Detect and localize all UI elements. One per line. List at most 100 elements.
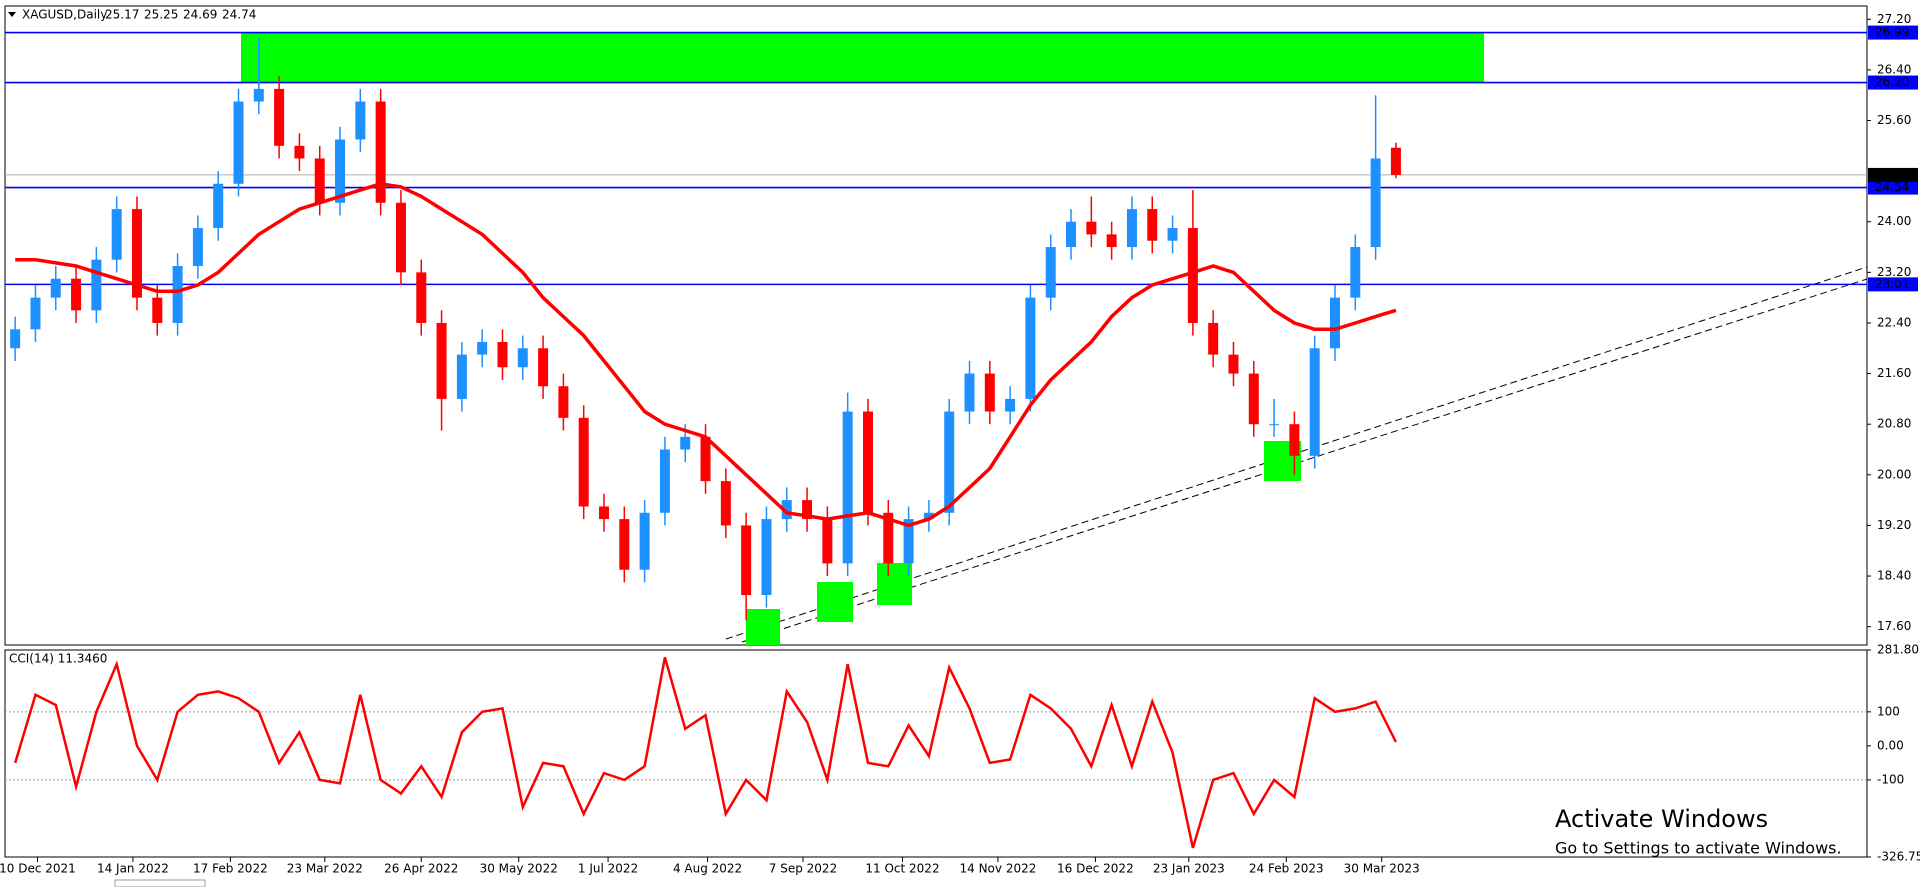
x-tick-label: 17 Feb 2022 <box>193 862 268 876</box>
x-tick-label: 4 Aug 2022 <box>673 862 742 876</box>
candle-body <box>1086 221 1097 235</box>
candle-body <box>152 297 163 323</box>
level-label-box <box>1868 180 1918 195</box>
candle-body <box>761 519 772 596</box>
candle-body <box>30 297 41 330</box>
candle-body <box>1208 322 1219 355</box>
candle-body <box>395 202 406 273</box>
x-tick-label: 14 Jan 2022 <box>97 862 169 876</box>
candle-body <box>1005 398 1016 412</box>
candle-body <box>944 411 955 513</box>
candle-body <box>253 88 264 102</box>
candle-body <box>10 329 21 349</box>
candle-body <box>111 209 122 260</box>
candle-body <box>274 88 285 146</box>
candle-body <box>1066 221 1077 248</box>
x-tick-label: 11 Oct 2022 <box>865 862 939 876</box>
candle-body <box>416 272 427 323</box>
candle-body <box>1187 228 1198 323</box>
y-tick-label: -326.754 <box>1877 850 1920 864</box>
candle-body <box>436 322 447 399</box>
sheet-tab[interactable] <box>114 879 206 887</box>
candle-body <box>964 373 975 412</box>
candle-body <box>903 519 914 564</box>
candle-body <box>294 145 305 159</box>
candle-body <box>1025 297 1036 399</box>
candle-body <box>172 266 183 323</box>
y-tick-label: 25.60 <box>1877 113 1911 127</box>
candle-body <box>213 183 224 229</box>
cci-line <box>14 657 1398 849</box>
candle-body <box>375 101 386 203</box>
x-tick-label: 16 Dec 2022 <box>1057 862 1134 876</box>
candle-body <box>131 209 142 298</box>
x-tick-label: 24 Feb 2023 <box>1249 862 1324 876</box>
y-tick-label: 281.803 <box>1877 643 1920 657</box>
candle-body <box>923 512 934 520</box>
y-tick-label: 18.40 <box>1877 569 1911 583</box>
candle-body <box>862 411 873 513</box>
candle-body <box>599 506 610 520</box>
candle-body <box>659 449 670 513</box>
candle-body <box>538 348 549 387</box>
candle-body <box>497 341 508 368</box>
candle-body <box>192 228 203 267</box>
candle-body <box>1106 234 1117 248</box>
high-value: 25.25 <box>144 8 178 22</box>
price-panel-frame <box>4 5 1868 646</box>
candle-body <box>720 481 731 526</box>
cci-title: CCI(14) 11.3460 <box>9 652 107 666</box>
candle-body <box>1350 247 1361 298</box>
candle-body <box>1289 424 1300 456</box>
level-label: 26.20 <box>1875 75 1909 89</box>
y-tick-label: 23.20 <box>1877 265 1911 279</box>
x-tick-label: 1 Jul 2022 <box>578 862 638 876</box>
level-label-box <box>1868 25 1918 40</box>
support-marker <box>746 609 780 645</box>
candle-body <box>1167 228 1178 241</box>
watermark-title: Activate Windows <box>1555 805 1768 833</box>
x-tick-label: 23 Jan 2023 <box>1153 862 1225 876</box>
candle-body <box>619 519 630 570</box>
low-value: 24.69 <box>183 8 217 22</box>
candle-body <box>335 139 346 203</box>
candle-body <box>50 278 61 298</box>
current-price-box <box>1868 167 1918 182</box>
x-tick-label: 14 Nov 2022 <box>960 862 1037 876</box>
trend-line <box>741 278 1868 643</box>
candle-body <box>1045 247 1056 298</box>
candle-body <box>1370 158 1381 248</box>
menu-arrow[interactable] <box>8 12 16 17</box>
candle-body <box>1126 209 1137 248</box>
candle-body <box>91 259 102 311</box>
supply-zone <box>241 32 1484 83</box>
y-tick-label: 20.80 <box>1877 417 1911 431</box>
candle-body <box>517 348 528 368</box>
candle-body <box>477 341 488 355</box>
x-tick-label: 23 Mar 2022 <box>287 862 363 876</box>
support-marker <box>817 582 853 622</box>
candle-body <box>883 512 894 564</box>
candle-body <box>680 436 691 450</box>
y-tick-label: 22.40 <box>1877 315 1911 329</box>
candle-body <box>578 417 589 507</box>
candle-body <box>984 373 995 412</box>
y-tick-label: -100 <box>1877 772 1904 786</box>
candle-body <box>1248 373 1259 425</box>
x-tick-label: 30 May 2022 <box>480 862 558 876</box>
y-tick-label: 21.60 <box>1877 366 1911 380</box>
candle-body <box>1330 297 1340 349</box>
y-tick-label: 19.20 <box>1877 518 1911 532</box>
candle-body <box>1309 348 1320 456</box>
open-value: 25.17 <box>105 8 139 22</box>
x-tick-label: 7 Sep 2022 <box>769 862 837 876</box>
x-tick-label: 26 Apr 2022 <box>384 862 458 876</box>
candle-body <box>842 411 853 564</box>
candle-body <box>700 436 711 482</box>
level-label-box <box>1868 75 1918 90</box>
close-value: 24.74 <box>222 8 256 22</box>
level-label-box <box>1868 277 1918 292</box>
y-tick-label: 17.60 <box>1877 619 1911 633</box>
